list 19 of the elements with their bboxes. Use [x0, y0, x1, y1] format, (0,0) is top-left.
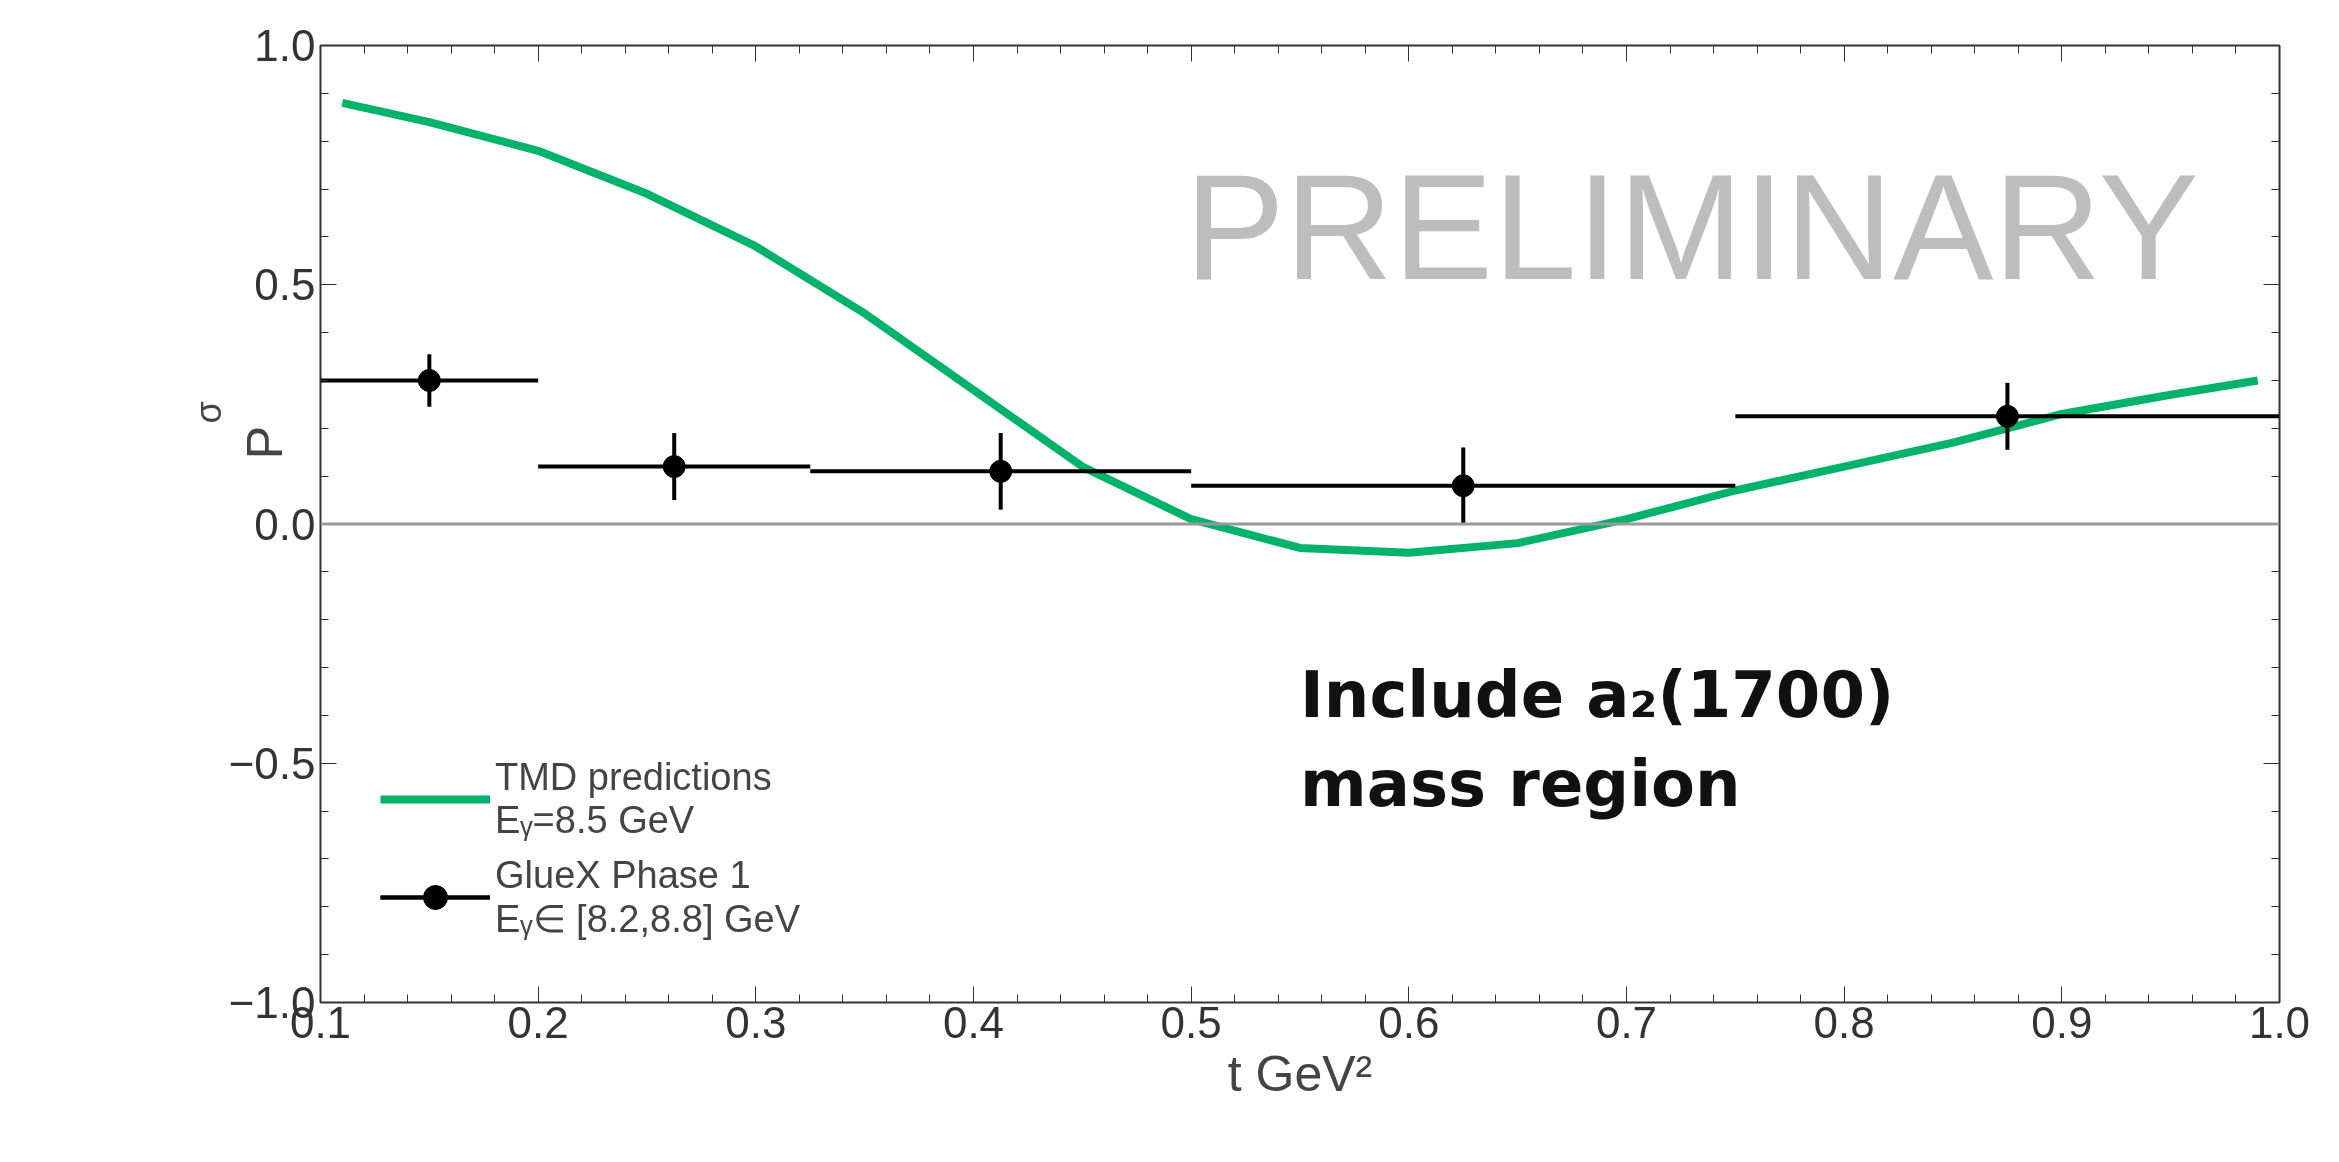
- x-tick-label: 0.2: [507, 997, 569, 1047]
- y-tick-label: 0.5: [254, 260, 316, 310]
- x-tick-label: 0.5: [1160, 997, 1222, 1047]
- x-tick-label: 0.4: [942, 997, 1005, 1047]
- x-tick-label: 1.0: [2248, 997, 2311, 1047]
- x-tick-label: 0.3: [725, 997, 787, 1047]
- x-tick-label: 0.6: [1378, 997, 1440, 1047]
- legend-label: TMD predictions Eᵧ=8.5 GeV: [495, 755, 772, 843]
- annotation: PRELIMINARY: [1184, 143, 2199, 312]
- annotation: Include a₂(1700) mass region: [1300, 657, 1895, 821]
- y-tick-label: 1.0: [254, 21, 316, 70]
- y-tick-label: −0.5: [228, 738, 316, 788]
- y-tick-label: 0.0: [254, 499, 316, 549]
- x-tick-label: 0.7: [1595, 997, 1658, 1047]
- x-tick-label: 0.9: [2031, 997, 2093, 1047]
- x-tick-label: 0.8: [1813, 997, 1875, 1047]
- legend-label: GlueX Phase 1 Eᵧ∈ [8.2,8.8] GeV: [495, 852, 801, 942]
- y-axis-title: Pσ: [188, 401, 293, 460]
- x-axis-title: t GeV²: [1227, 1045, 1373, 1102]
